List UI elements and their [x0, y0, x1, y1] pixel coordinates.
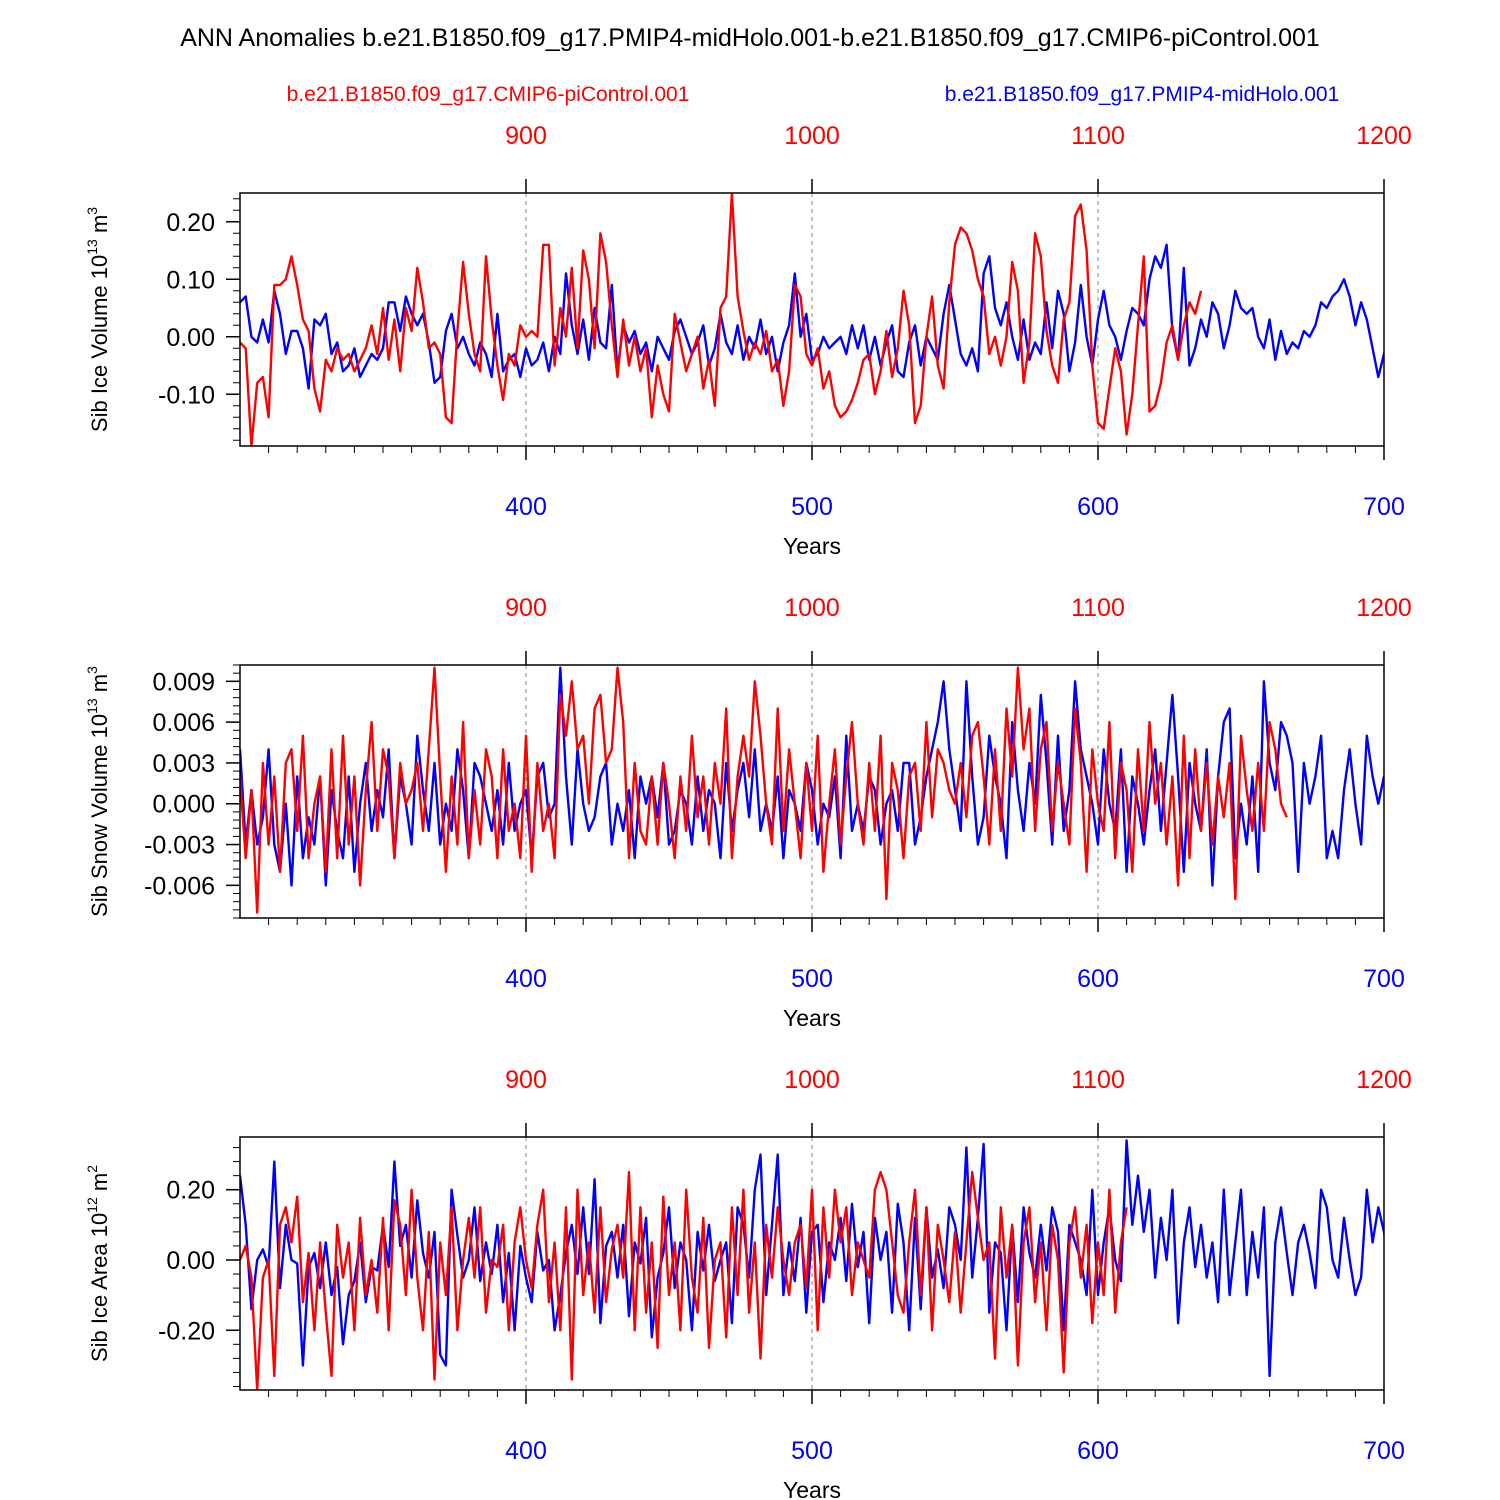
legend-control: b.e21.B1850.f09_g17.CMIP6-piControl.001	[287, 83, 690, 106]
x-tick-label-bottom: 600	[1077, 1437, 1119, 1465]
x-tick-label-top: 900	[505, 1066, 547, 1094]
y-tick-label: 0.003	[152, 750, 215, 778]
x-tick-label-bottom: 400	[505, 493, 547, 521]
x-tick-label-top: 1000	[784, 122, 840, 150]
x-tick-label-bottom: 400	[505, 965, 547, 993]
legend-holo: b.e21.B1850.f09_g17.PMIP4-midHolo.001	[945, 83, 1340, 106]
series-line-control	[240, 193, 1203, 446]
series-line-holo	[240, 243, 1384, 390]
x-tick-label-bottom: 700	[1363, 965, 1405, 993]
y-axis-label: Sib Snow Volume 1013 m3	[84, 666, 112, 917]
x-tick-label-top: 1100	[1071, 1066, 1125, 1094]
x-tick-label-top: 1200	[1356, 122, 1412, 150]
x-tick-label-bottom: 700	[1363, 493, 1405, 521]
y-axis-label: Sib Ice Volume 1013 m3	[84, 207, 112, 432]
x-tick-label-bottom: 600	[1077, 965, 1119, 993]
x-tick-label-bottom: 600	[1077, 493, 1119, 521]
x-tick-label-bottom: 500	[791, 965, 833, 993]
y-tick-label: 0.10	[166, 266, 215, 294]
y-tick-label: 0.00	[166, 1247, 215, 1275]
panels: -0.10 0.00 0.10 0.20 400 500 600 700 900 1000 1100…	[84, 122, 1412, 1500]
x-tick-label-top: 1000	[784, 1066, 840, 1094]
x-tick-label-bottom: 700	[1363, 1437, 1405, 1465]
panel-2: -0.006 -0.003 0.000 0.003 0.006 0.009 400 500 60…	[84, 594, 1412, 1031]
x-tick-label-top: 1000	[784, 594, 840, 622]
y-tick-label: 0.00	[166, 324, 215, 352]
figure-title: ANN Anomalies b.e21.B1850.f09_g17.PMIP4-…	[180, 24, 1320, 52]
series-line-holo	[240, 666, 1384, 887]
x-axis-label: Years	[783, 1005, 841, 1031]
panel-1: -0.10 0.00 0.10 0.20 400 500 600 700 900 1000 1100…	[84, 122, 1412, 559]
panel-3: -0.20 0.00 0.20 400 500 600 700 900 1000 1100 1200…	[84, 1066, 1412, 1500]
x-tick-label-top: 1200	[1356, 594, 1412, 622]
x-axis-label: Years	[783, 533, 841, 559]
series-line-control	[240, 1170, 1128, 1390]
x-axis-label: Years	[783, 1477, 841, 1500]
y-axis-label: Sib Ice Area 1012 m2	[84, 1165, 112, 1362]
x-tick-label-top: 1100	[1071, 594, 1125, 622]
y-tick-label: -0.10	[158, 381, 215, 409]
y-tick-label: 0.006	[152, 709, 215, 737]
y-tick-label: 0.000	[152, 791, 215, 819]
series-line-control	[240, 666, 1288, 914]
x-tick-label-bottom: 400	[505, 1437, 547, 1465]
x-tick-label-bottom: 500	[791, 493, 833, 521]
x-tick-label-top: 1200	[1356, 1066, 1412, 1094]
y-tick-label: 0.009	[152, 668, 215, 696]
x-tick-label-top: 900	[505, 594, 547, 622]
y-tick-label: -0.20	[158, 1317, 215, 1345]
x-tick-label-top: 1100	[1071, 122, 1125, 150]
y-tick-label: -0.006	[144, 872, 215, 900]
x-tick-label-bottom: 500	[791, 1437, 833, 1465]
y-tick-label: 0.20	[166, 1177, 215, 1205]
y-tick-label: -0.003	[144, 832, 215, 860]
x-tick-label-top: 900	[505, 122, 547, 150]
y-tick-label: 0.20	[166, 209, 215, 237]
